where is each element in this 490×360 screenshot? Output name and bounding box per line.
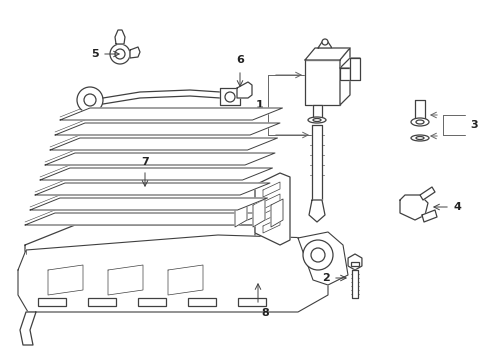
Polygon shape	[340, 58, 360, 68]
Text: 5: 5	[91, 49, 99, 59]
Circle shape	[303, 240, 333, 270]
Polygon shape	[253, 199, 265, 227]
Polygon shape	[235, 199, 247, 227]
Polygon shape	[20, 312, 36, 345]
Circle shape	[311, 248, 325, 262]
Polygon shape	[45, 153, 275, 165]
Polygon shape	[305, 60, 340, 105]
Polygon shape	[30, 198, 268, 210]
Polygon shape	[35, 183, 270, 195]
Ellipse shape	[308, 117, 326, 123]
Polygon shape	[318, 42, 332, 48]
Bar	[138, 298, 166, 306]
Text: 4: 4	[453, 202, 461, 212]
Polygon shape	[25, 213, 265, 225]
Circle shape	[84, 94, 96, 106]
Text: 1: 1	[255, 100, 263, 110]
Polygon shape	[255, 173, 290, 245]
Bar	[351, 262, 359, 266]
Polygon shape	[415, 100, 425, 120]
Text: 7: 7	[141, 157, 149, 167]
Polygon shape	[420, 187, 435, 200]
Polygon shape	[313, 105, 322, 118]
Polygon shape	[168, 265, 203, 295]
Text: 3: 3	[470, 120, 478, 130]
Bar	[88, 298, 116, 306]
Polygon shape	[305, 48, 350, 60]
Bar	[188, 298, 216, 306]
Ellipse shape	[416, 136, 424, 140]
Polygon shape	[309, 200, 325, 222]
Polygon shape	[108, 265, 143, 295]
Polygon shape	[352, 270, 358, 298]
Polygon shape	[340, 48, 350, 105]
Ellipse shape	[416, 120, 424, 124]
Text: 2: 2	[322, 273, 330, 283]
Polygon shape	[263, 194, 280, 209]
Ellipse shape	[411, 118, 429, 126]
Text: 8: 8	[261, 308, 269, 318]
Circle shape	[77, 87, 103, 113]
Polygon shape	[422, 210, 437, 222]
Polygon shape	[263, 218, 280, 233]
Polygon shape	[130, 47, 140, 58]
Circle shape	[225, 92, 235, 102]
Polygon shape	[60, 108, 283, 120]
Polygon shape	[298, 232, 348, 285]
Polygon shape	[18, 235, 328, 312]
Polygon shape	[312, 125, 322, 200]
Polygon shape	[50, 138, 277, 150]
Circle shape	[322, 39, 328, 45]
Bar	[238, 298, 266, 306]
Ellipse shape	[313, 118, 321, 122]
Polygon shape	[263, 182, 280, 197]
Circle shape	[110, 44, 130, 64]
Polygon shape	[263, 206, 280, 221]
Text: 6: 6	[236, 55, 244, 65]
Polygon shape	[400, 195, 428, 220]
Polygon shape	[271, 199, 283, 227]
Polygon shape	[115, 30, 125, 44]
Polygon shape	[220, 88, 240, 105]
Polygon shape	[40, 168, 272, 180]
Polygon shape	[48, 265, 83, 295]
Polygon shape	[237, 82, 252, 98]
Circle shape	[115, 49, 125, 59]
Polygon shape	[348, 254, 362, 270]
Polygon shape	[340, 68, 350, 80]
Ellipse shape	[411, 135, 429, 141]
Polygon shape	[25, 225, 255, 260]
Polygon shape	[55, 123, 280, 135]
Bar	[38, 298, 66, 306]
Polygon shape	[350, 58, 360, 80]
